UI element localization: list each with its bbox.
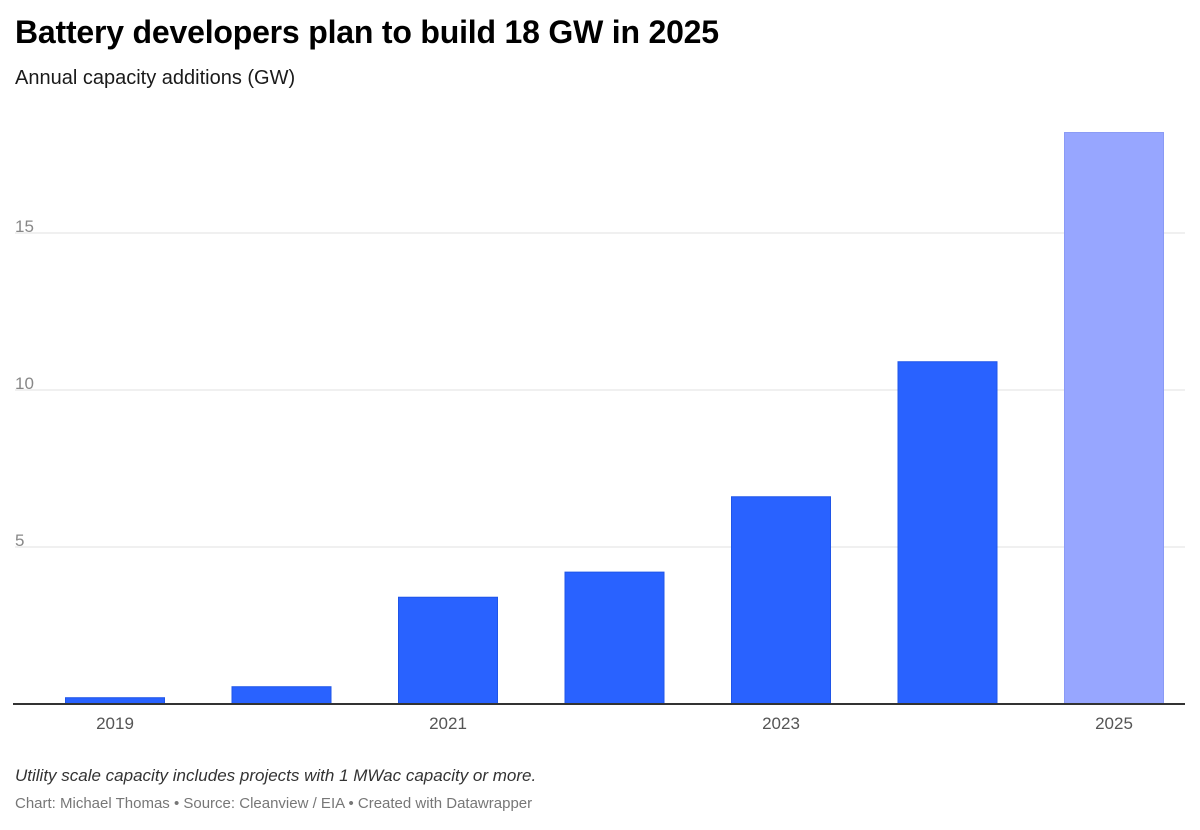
y-tick-label-10: 10 (15, 374, 34, 393)
x-tick-label-2025: 2025 (1095, 714, 1133, 733)
y-tick-label-5: 5 (15, 531, 24, 550)
bar-2025 (1064, 132, 1164, 705)
bar-2024 (897, 361, 998, 705)
bar-2020 (231, 686, 332, 705)
chart-subtitle: Annual capacity additions (GW) (15, 67, 296, 89)
chart-title: Battery developers plan to build 18 GW i… (15, 14, 719, 50)
bar-2021 (398, 596, 498, 705)
y-tick-label-15: 15 (15, 217, 34, 236)
x-tick-label-2019: 2019 (96, 714, 134, 733)
x-tick-label-2021: 2021 (429, 714, 467, 733)
chart-note: Utility scale capacity includes projects… (15, 766, 537, 785)
bar-2023 (731, 496, 831, 705)
x-tick-label-2023: 2023 (762, 714, 800, 733)
chart-byline: Chart: Michael Thomas • Source: Cleanvie… (15, 795, 533, 812)
bar-2022 (564, 571, 665, 705)
